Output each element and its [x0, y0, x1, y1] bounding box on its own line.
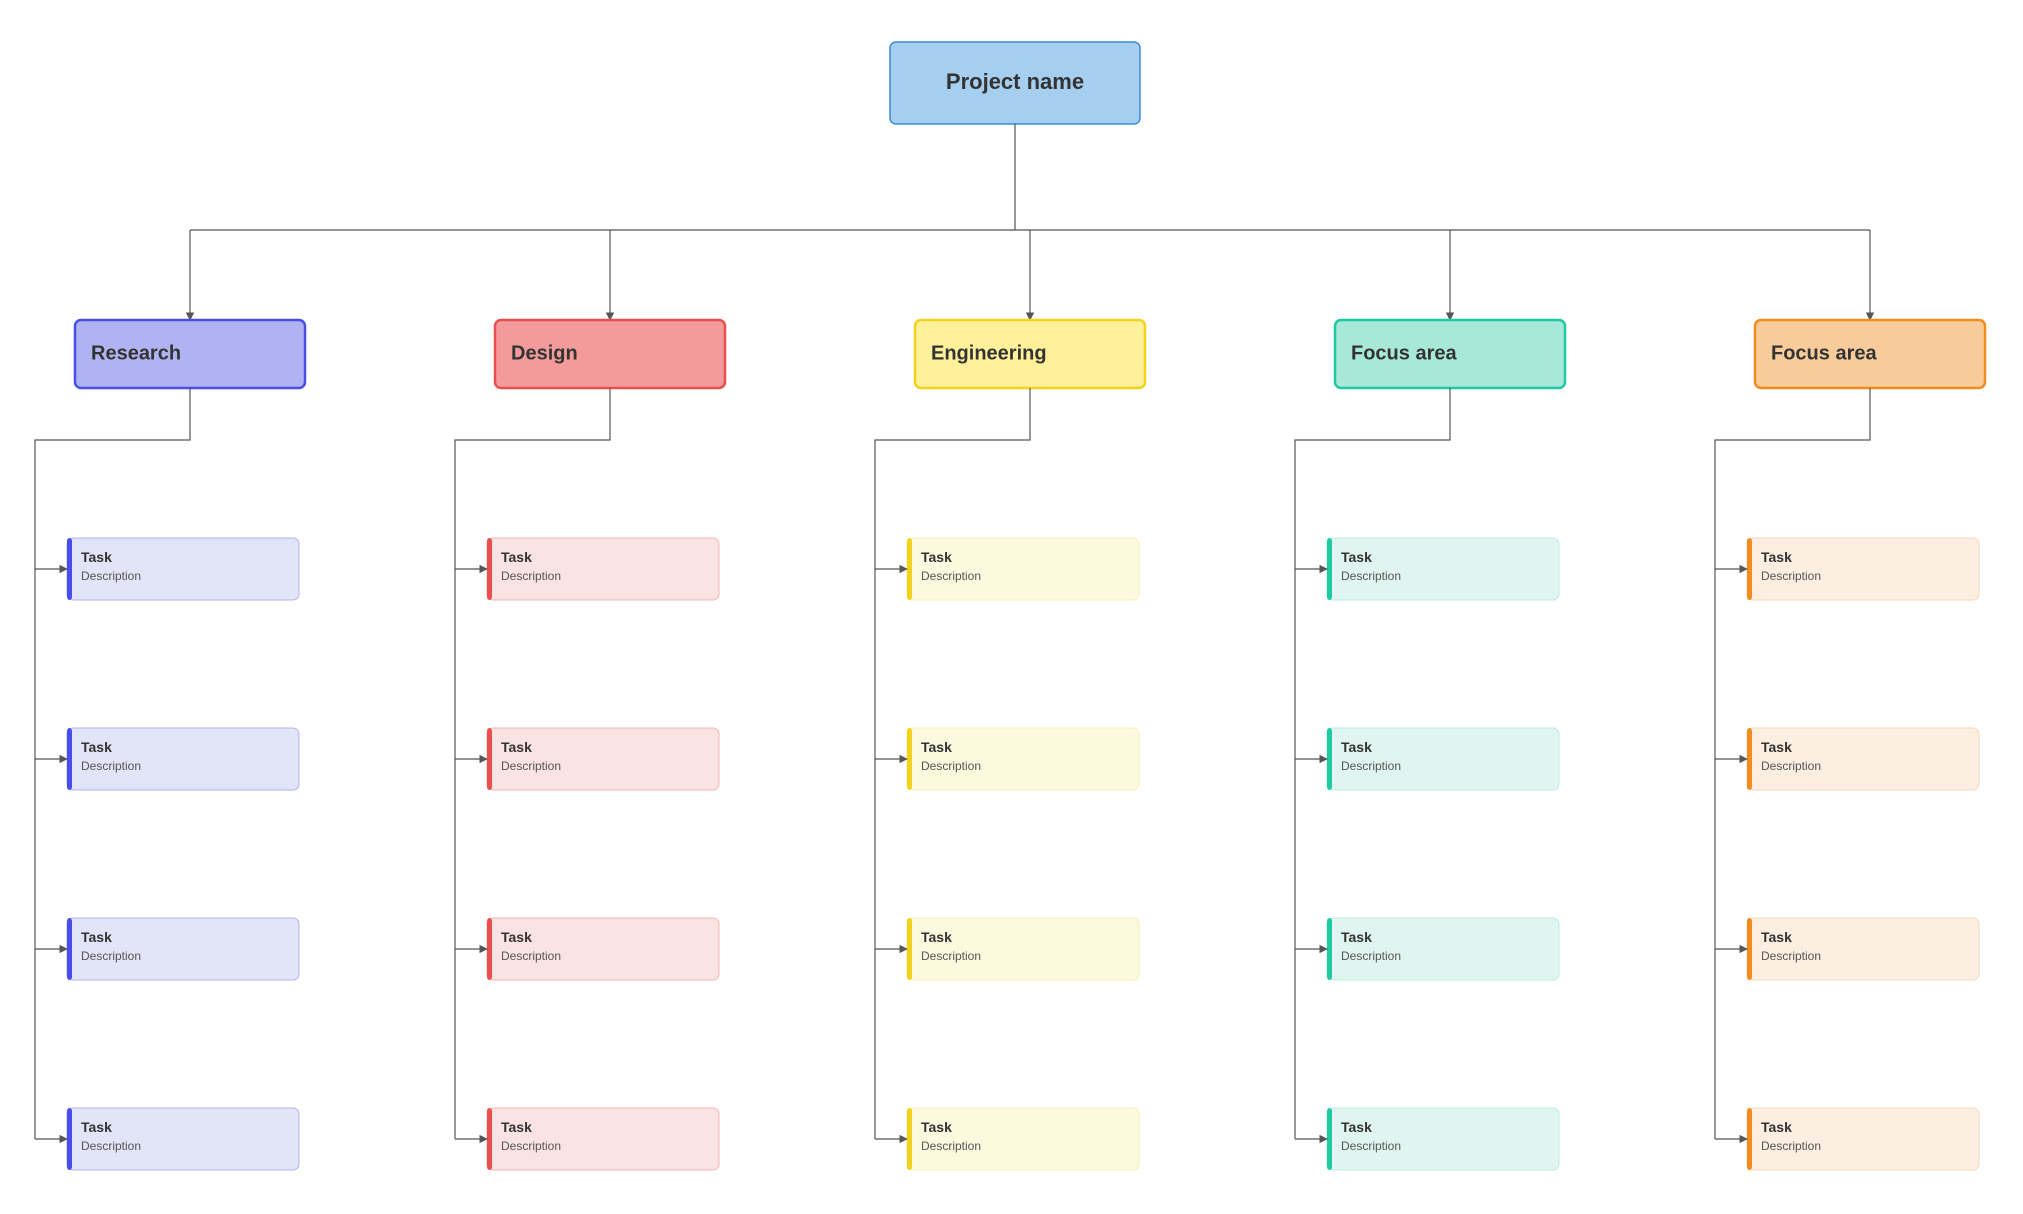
task-design-1-title: Task: [501, 739, 532, 755]
task-engineering-2-accent: [907, 918, 912, 980]
task-focus1-0-accent: [1327, 538, 1332, 600]
task-engineering-1-accent: [907, 728, 912, 790]
task-focus2-3-desc: Description: [1761, 1139, 1821, 1153]
task-focus2-2-desc: Description: [1761, 949, 1821, 963]
task-focus2-2-title: Task: [1761, 929, 1792, 945]
task-engineering-0: Task Description: [907, 538, 1139, 600]
root-node: Project name: [890, 42, 1140, 124]
task-design-1-desc: Description: [501, 759, 561, 773]
task-focus2-2-accent: [1747, 918, 1752, 980]
task-engineering-2: Task Description: [907, 918, 1139, 980]
task-research-2-desc: Description: [81, 949, 141, 963]
task-focus2-1-title: Task: [1761, 739, 1792, 755]
department-focus2: Focus area: [1755, 320, 1985, 388]
task-engineering-1: Task Description: [907, 728, 1139, 790]
task-design-0-title: Task: [501, 549, 532, 565]
department-focus2-label: Focus area: [1771, 342, 1877, 364]
task-research-3-title: Task: [81, 1119, 112, 1135]
task-engineering-0-desc: Description: [921, 569, 981, 583]
task-engineering-2-desc: Description: [921, 949, 981, 963]
department-focus1-label: Focus area: [1351, 342, 1457, 364]
task-focus1-1-accent: [1327, 728, 1332, 790]
task-design-0-desc: Description: [501, 569, 561, 583]
task-focus2-1: Task Description: [1747, 728, 1979, 790]
task-focus1-0: Task Description: [1327, 538, 1559, 600]
task-focus1-2-title: Task: [1341, 929, 1372, 945]
task-design-2-desc: Description: [501, 949, 561, 963]
department-research: Research: [75, 320, 305, 388]
task-focus2-1-desc: Description: [1761, 759, 1821, 773]
task-design-3: Task Description: [487, 1108, 719, 1170]
task-research-3-accent: [67, 1108, 72, 1170]
task-focus1-2-desc: Description: [1341, 949, 1401, 963]
root-label: Project name: [946, 69, 1084, 94]
department-focus1: Focus area: [1335, 320, 1565, 388]
task-focus2-0-title: Task: [1761, 549, 1792, 565]
department-engineering: Engineering: [915, 320, 1145, 388]
department-design: Design: [495, 320, 725, 388]
task-focus1-2: Task Description: [1327, 918, 1559, 980]
task-research-0-title: Task: [81, 549, 112, 565]
task-focus2-2: Task Description: [1747, 918, 1979, 980]
task-focus2-1-accent: [1747, 728, 1752, 790]
task-focus1-3-accent: [1327, 1108, 1332, 1170]
task-design-1: Task Description: [487, 728, 719, 790]
task-focus1-3: Task Description: [1327, 1108, 1559, 1170]
task-design-0-accent: [487, 538, 492, 600]
task-research-3-desc: Description: [81, 1139, 141, 1153]
task-research-2: Task Description: [67, 918, 299, 980]
task-engineering-2-title: Task: [921, 929, 952, 945]
task-design-0: Task Description: [487, 538, 719, 600]
task-focus2-0: Task Description: [1747, 538, 1979, 600]
task-focus1-0-title: Task: [1341, 549, 1372, 565]
task-research-0: Task Description: [67, 538, 299, 600]
department-research-label: Research: [91, 342, 181, 364]
task-engineering-3-accent: [907, 1108, 912, 1170]
task-engineering-0-accent: [907, 538, 912, 600]
task-focus1-2-accent: [1327, 918, 1332, 980]
task-engineering-3: Task Description: [907, 1108, 1139, 1170]
task-design-2-title: Task: [501, 929, 532, 945]
task-research-1-title: Task: [81, 739, 112, 755]
task-research-2-accent: [67, 918, 72, 980]
task-research-3: Task Description: [67, 1108, 299, 1170]
task-research-0-accent: [67, 538, 72, 600]
task-design-2-accent: [487, 918, 492, 980]
task-focus1-1-desc: Description: [1341, 759, 1401, 773]
task-design-1-accent: [487, 728, 492, 790]
task-focus2-0-desc: Description: [1761, 569, 1821, 583]
department-engineering-label: Engineering: [931, 342, 1047, 364]
task-engineering-0-title: Task: [921, 549, 952, 565]
task-research-1: Task Description: [67, 728, 299, 790]
task-engineering-3-desc: Description: [921, 1139, 981, 1153]
task-focus1-1: Task Description: [1327, 728, 1559, 790]
task-focus2-0-accent: [1747, 538, 1752, 600]
task-design-2: Task Description: [487, 918, 719, 980]
task-focus1-3-desc: Description: [1341, 1139, 1401, 1153]
task-focus2-3-title: Task: [1761, 1119, 1792, 1135]
task-focus1-0-desc: Description: [1341, 569, 1401, 583]
task-research-2-title: Task: [81, 929, 112, 945]
task-research-1-accent: [67, 728, 72, 790]
task-focus1-1-title: Task: [1341, 739, 1372, 755]
task-design-3-title: Task: [501, 1119, 532, 1135]
task-engineering-1-title: Task: [921, 739, 952, 755]
task-research-0-desc: Description: [81, 569, 141, 583]
department-design-label: Design: [511, 342, 578, 364]
task-engineering-3-title: Task: [921, 1119, 952, 1135]
task-focus1-3-title: Task: [1341, 1119, 1372, 1135]
task-research-1-desc: Description: [81, 759, 141, 773]
task-design-3-desc: Description: [501, 1139, 561, 1153]
task-focus2-3-accent: [1747, 1108, 1752, 1170]
task-design-3-accent: [487, 1108, 492, 1170]
task-engineering-1-desc: Description: [921, 759, 981, 773]
task-focus2-3: Task Description: [1747, 1108, 1979, 1170]
